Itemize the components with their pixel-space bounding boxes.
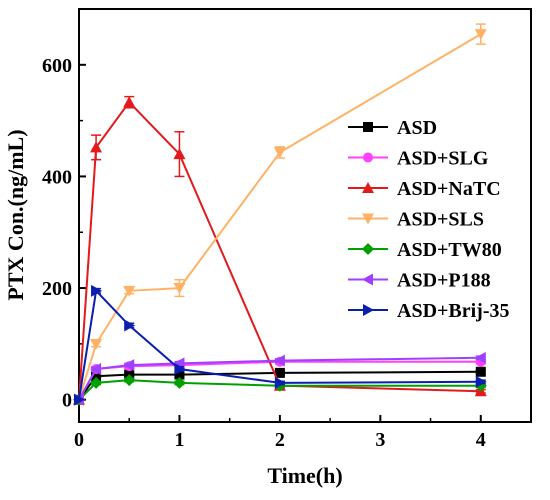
data-point <box>123 96 136 108</box>
legend-marker <box>362 273 373 286</box>
data-point <box>124 319 136 332</box>
data-point <box>74 393 85 406</box>
legend-label: ASD+P188 <box>397 270 491 292</box>
data-point <box>174 362 186 375</box>
y-tick-label: 0 <box>62 390 72 412</box>
legend-marker <box>362 243 374 255</box>
series-layer <box>73 23 487 406</box>
data-point <box>474 351 486 364</box>
legend-marker <box>363 304 374 316</box>
data-point <box>274 376 286 389</box>
legend-item: ASD+Brij-35 <box>348 300 510 322</box>
legend-marker <box>363 152 373 163</box>
legend-item: ASD+SLS <box>348 209 484 231</box>
data-point <box>173 376 186 389</box>
series-ASD+P188 <box>73 351 486 406</box>
y-tick-label: 400 <box>42 166 72 188</box>
legend-label: ASD+TW80 <box>397 239 502 261</box>
data-point <box>123 359 135 372</box>
data-point <box>475 375 487 388</box>
x-tick-label: 4 <box>476 429 486 451</box>
legend: ASD ASD+SLG ASD+NaTC ASD+SLS ASD+TW80 ASD+P18… <box>348 117 510 322</box>
legend-item: ASD+P188 <box>348 270 491 292</box>
data-point <box>91 284 103 297</box>
series-line <box>78 356 481 401</box>
legend-item: ASD+SLG <box>348 148 489 170</box>
data-point <box>274 367 285 378</box>
data-point <box>90 141 103 153</box>
x-tick-label: 3 <box>375 429 385 451</box>
x-tick-label: 2 <box>275 429 285 451</box>
x-axis-title: Time(h) <box>267 463 342 488</box>
data-point <box>273 147 286 159</box>
data-point <box>90 338 103 350</box>
legend-marker <box>362 182 374 193</box>
legend-item: ASD <box>348 117 437 139</box>
data-point <box>475 366 486 377</box>
legend-item: ASD+TW80 <box>348 239 502 261</box>
series-line <box>78 33 482 400</box>
data-point <box>90 376 103 389</box>
y-tick-label: 200 <box>42 278 72 300</box>
data-point <box>174 369 185 380</box>
plot-frame <box>78 8 532 423</box>
x-tick-label: 1 <box>174 429 184 451</box>
data-point <box>90 362 102 375</box>
legend-label: ASD+SLG <box>397 148 489 170</box>
data-point <box>123 285 136 297</box>
x-tick-label: 0 <box>74 429 84 451</box>
y-axis-title: PTX Con.(ng/mL) <box>3 129 28 300</box>
legend-label: ASD+NaTC <box>397 178 501 200</box>
y-tick-label: 600 <box>42 55 72 77</box>
data-point <box>123 374 136 387</box>
series-ASD+Brij-35 <box>74 284 487 406</box>
legend-marker <box>362 213 374 225</box>
legend-label: ASD+SLS <box>397 209 484 231</box>
data-point <box>173 148 186 160</box>
data-point <box>474 29 487 41</box>
data-point <box>273 354 285 367</box>
legend-label: ASD <box>397 117 437 139</box>
series-line <box>78 288 481 400</box>
legend-marker <box>363 122 373 132</box>
data-point <box>91 371 102 382</box>
legend-item: ASD+NaTC <box>348 178 501 200</box>
data-point <box>173 283 186 295</box>
legend-label: ASD+Brij-35 <box>397 300 510 322</box>
